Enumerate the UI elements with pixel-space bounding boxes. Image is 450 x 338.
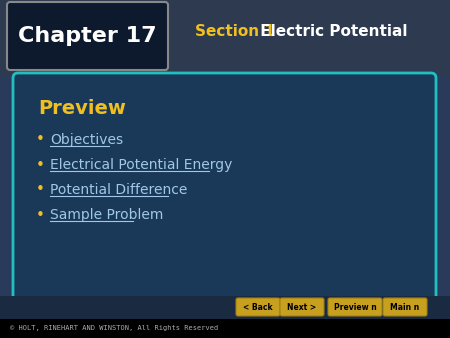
FancyBboxPatch shape [0, 317, 450, 338]
Text: Sample Problem: Sample Problem [50, 208, 163, 222]
Text: < Back: < Back [243, 303, 273, 312]
Text: •: • [36, 158, 45, 172]
Text: Electric Potential: Electric Potential [255, 24, 408, 40]
FancyBboxPatch shape [0, 0, 450, 75]
FancyBboxPatch shape [7, 2, 168, 70]
FancyBboxPatch shape [328, 298, 382, 316]
Text: Preview: Preview [38, 98, 126, 118]
Text: Chapter 17: Chapter 17 [18, 26, 156, 46]
FancyBboxPatch shape [383, 298, 427, 316]
Text: Potential Difference: Potential Difference [50, 183, 187, 197]
Text: Objectives: Objectives [50, 133, 123, 147]
Text: Preview n: Preview n [333, 303, 376, 312]
Text: •: • [36, 132, 45, 147]
Text: •: • [36, 183, 45, 197]
Text: Electrical Potential Energy: Electrical Potential Energy [50, 158, 232, 172]
Text: Section 1: Section 1 [195, 24, 275, 40]
Text: Main n: Main n [391, 303, 419, 312]
Text: •: • [36, 208, 45, 222]
FancyBboxPatch shape [280, 298, 324, 316]
Text: Next >: Next > [288, 303, 316, 312]
FancyBboxPatch shape [236, 298, 280, 316]
FancyBboxPatch shape [13, 73, 436, 315]
FancyBboxPatch shape [0, 296, 450, 319]
Text: © HOLT, RINEHART AND WINSTON, All Rights Reserved: © HOLT, RINEHART AND WINSTON, All Rights… [10, 325, 218, 331]
